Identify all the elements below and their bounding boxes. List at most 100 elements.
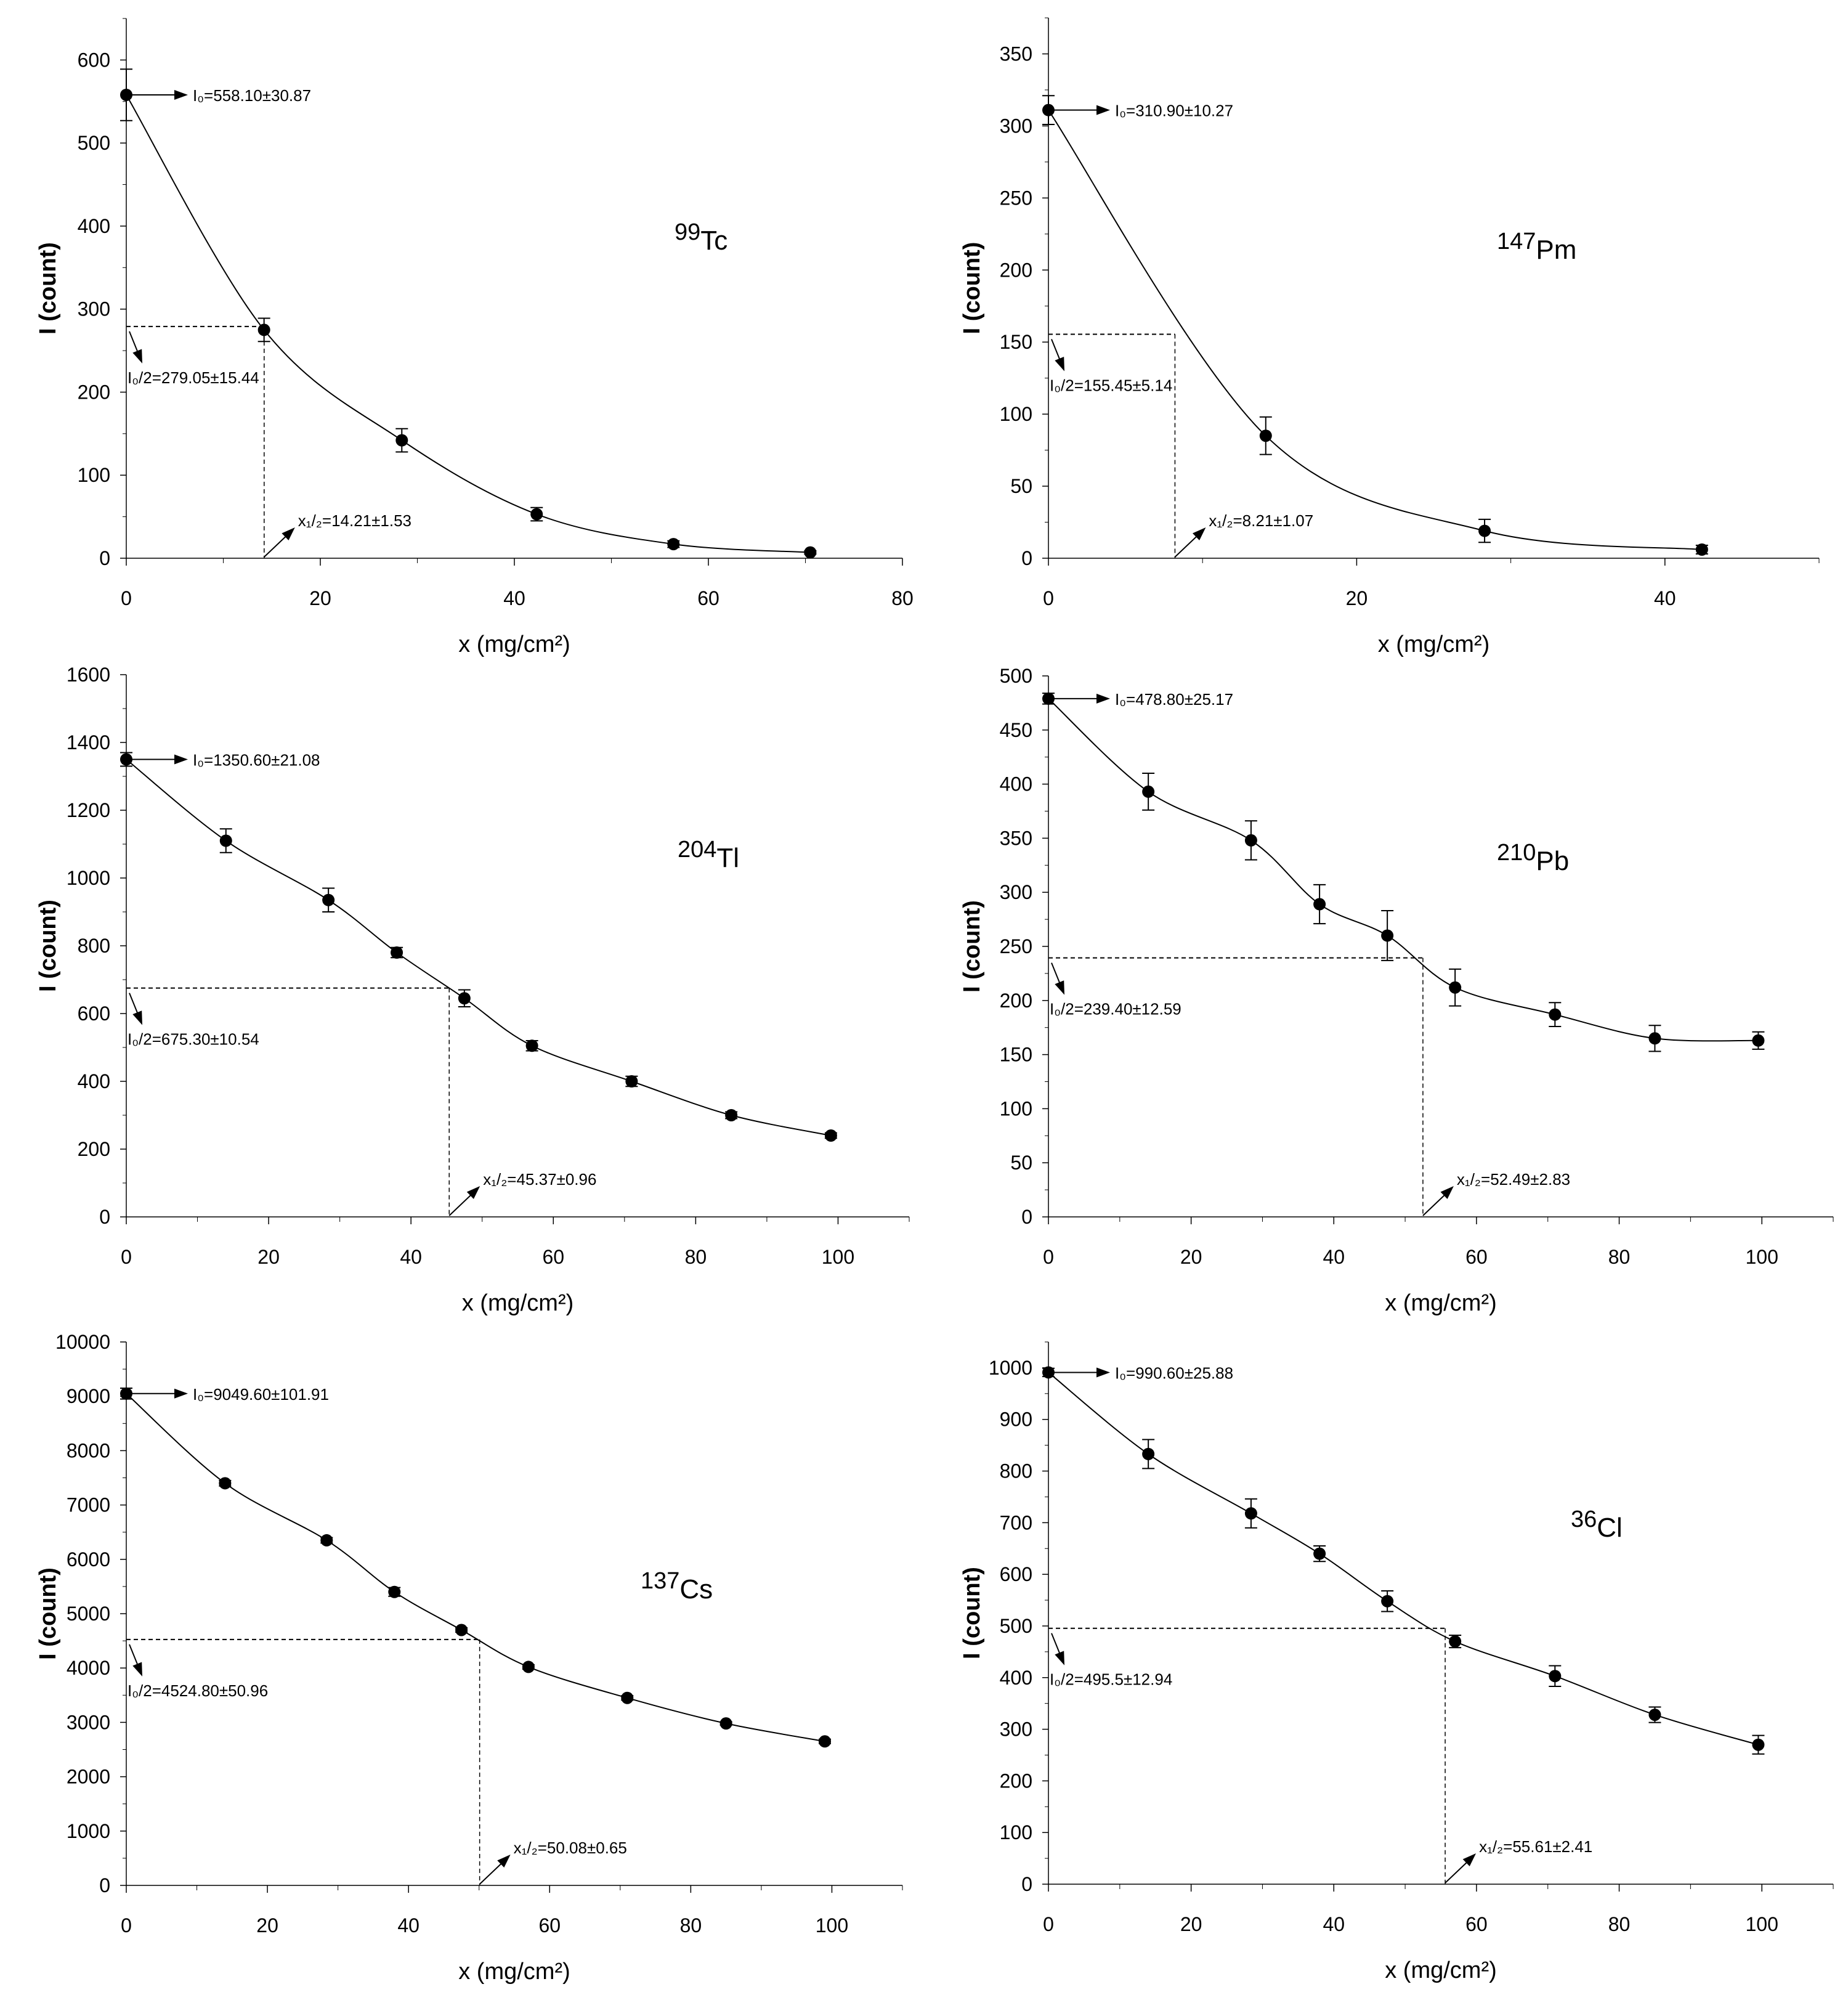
isotope-label: 147Pm [1497,229,1576,265]
arrowhead-icon [1055,1651,1064,1665]
chart-cl36: 0 100 200 300 400 500 600 700 800 900 1000 0 20 40 60 8… [959,1341,1834,1983]
y-tick-label: 600 [78,1002,110,1025]
data-point [1313,1547,1326,1560]
isotope-symbol: Tl [716,843,739,873]
data-point [1549,1008,1562,1021]
i0-annotation: I₀=1350.60±21.08 [193,751,320,770]
isotope-label: 36Cl [1571,1506,1623,1543]
y-tick-label: 5000 [67,1603,110,1625]
data-point-group [1449,1635,1462,1649]
y-tick-label: 9000 [67,1385,110,1407]
x-tick-label: 100 [1745,1246,1778,1268]
data-point [1752,1034,1765,1047]
y-tick-label: 350 [1000,827,1032,849]
arrowhead-icon [174,754,188,765]
fit-curve [1048,1372,1759,1746]
data-point [1449,981,1462,994]
y-tick-label: 1000 [67,1820,110,1842]
arrow-line [1174,533,1201,558]
y-tick-label: 50 [1010,1152,1032,1174]
x-tick-label: 40 [400,1246,422,1268]
x-tick-label: 20 [309,587,331,609]
arrowhead-icon [1193,527,1206,541]
data-point [725,1109,738,1121]
arrow-line [1422,1192,1448,1216]
y-tick-label: 6000 [67,1548,110,1571]
arrowhead-icon [132,1010,142,1025]
data-point [120,1387,132,1400]
x-axis-title: x (mg/cm²) [462,1290,574,1316]
y-tick-label: 3000 [67,1711,110,1733]
isotope-mass: 137 [641,1568,679,1594]
y-tick-label: 400 [78,215,110,237]
data-point-group [455,1624,468,1636]
y-tick-label: 4000 [67,1657,110,1679]
data-point-group [1695,543,1708,556]
y-tick-label: 150 [1000,331,1032,353]
y-tick-label: 10000 [55,1333,110,1353]
data-point-group [804,546,817,559]
x-axis-title: x (mg/cm²) [458,1959,570,1985]
arrowhead-icon [132,349,142,364]
data-point-group [1549,1665,1562,1688]
data-point [322,893,335,906]
y-tick-label: 8000 [67,1439,110,1461]
y-tick-label: 300 [1000,115,1032,137]
i0-half-annotation: I₀/2=4524.80±50.96 [128,1681,268,1700]
y-tick-label: 200 [1000,259,1032,281]
x-tick-label: 60 [538,1914,561,1937]
data-point-group [819,1735,831,1748]
isotope-symbol: Cl [1597,1513,1623,1543]
panel-tc99: 0 100 200 300 400 500 600 0 20 40 60 80 x (mg/cm²) I … [0,0,924,667]
arrowhead-icon [1096,693,1110,704]
arrowhead-icon [174,89,188,100]
x-tick-label: 100 [1745,1913,1778,1935]
isotope-mass: 147 [1497,229,1536,254]
x-tick-label: 80 [1608,1913,1631,1935]
y-tick-label: 100 [1000,403,1032,425]
isotope-symbol: Pb [1536,846,1569,876]
fit-curve [1048,110,1702,550]
data-point-group [625,1075,638,1087]
i0-annotation: I₀=478.80±25.17 [1115,690,1233,709]
y-tick-label: 50 [1010,475,1032,497]
data-point [819,1735,831,1748]
data-point [1244,834,1257,847]
data-point-group [219,1477,232,1490]
x-half-annotation: x₁/₂=55.61±2.41 [1479,1837,1592,1856]
data-point-group [322,887,335,913]
data-point-group [388,1585,401,1598]
isotope-symbol: Pm [1536,235,1576,265]
arrowhead-icon [1462,1853,1477,1867]
x-tick-label: 100 [822,1246,854,1268]
data-point [219,1477,232,1490]
panel-pb210: 0 50 100 150 200 250 300 350 400 450 500 0 20 40 60 80 1… [924,667,1848,1333]
data-point [1449,1635,1462,1648]
arrowhead-icon [1055,980,1064,995]
isotope-label: 137Cs [641,1568,713,1604]
data-point-group [522,1661,535,1673]
y-tick-label: 450 [1000,719,1032,741]
y-tick-label: 0 [1021,1873,1032,1895]
arrow-line [1445,1859,1470,1884]
y-tick-label: 250 [1000,187,1032,209]
x-half-annotation: x₁/₂=50.08±0.65 [514,1839,627,1857]
i0-half-annotation: I₀/2=279.05±15.44 [128,368,259,387]
x-tick-label: 40 [1654,587,1676,609]
arrowhead-icon [1096,1367,1110,1378]
x-tick-label: 80 [1608,1246,1631,1268]
data-point [525,1039,538,1052]
data-point-group [257,317,270,343]
i0-annotation: I₀=990.60±25.88 [1115,1364,1233,1382]
panel-pm147: 0 50 100 150 200 250 300 350 0 20 40 x (mg/cm²) I (c… [924,0,1848,667]
data-point-group [1042,95,1055,126]
data-point [1648,1709,1661,1722]
y-tick-label: 300 [1000,881,1032,903]
isotope-mass: 210 [1497,840,1536,866]
data-point [1042,104,1055,116]
data-point [1042,692,1055,705]
arrowhead-icon [1440,1186,1454,1200]
data-point-group [1381,910,1394,961]
data-point [625,1075,638,1087]
